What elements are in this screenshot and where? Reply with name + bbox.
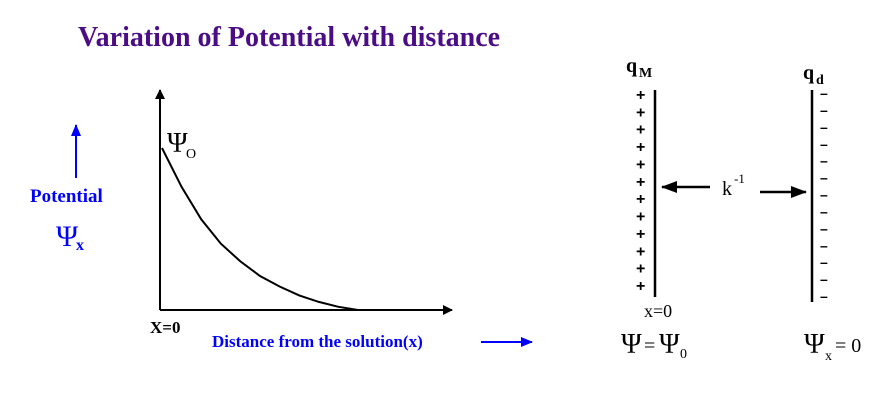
debye-label: k bbox=[722, 178, 732, 200]
plus-sign: + bbox=[636, 104, 645, 121]
diffuse-charge-label: q bbox=[803, 62, 814, 84]
origin-label: X=0 bbox=[150, 318, 180, 337]
potential-psi-symbol: Ψ bbox=[56, 220, 79, 253]
left-eq-subscript: 0 bbox=[680, 347, 687, 362]
plus-sign: + bbox=[636, 139, 645, 156]
minus-sign: – bbox=[820, 136, 828, 152]
plus-sign: + bbox=[636, 209, 645, 226]
left-eq-equals: = bbox=[644, 335, 655, 357]
minus-sign: – bbox=[820, 237, 828, 253]
diffuse-charge-subscript: d bbox=[816, 73, 824, 88]
minus-sign: – bbox=[820, 220, 828, 236]
minus-sign: – bbox=[820, 187, 828, 203]
left-eq-psi: Ψ bbox=[621, 329, 642, 360]
psi-zero-subscript: O bbox=[186, 147, 196, 162]
minus-sign: – bbox=[820, 288, 828, 304]
metal-charge-label: q bbox=[626, 55, 637, 77]
minus-sign: – bbox=[820, 170, 828, 186]
plus-sign: + bbox=[636, 261, 645, 278]
distance-label: Distance from the solution(x) bbox=[212, 332, 423, 351]
plus-sign: + bbox=[636, 122, 645, 139]
plus-sign: + bbox=[636, 156, 645, 173]
diagram-title: Variation of Potential with distance bbox=[78, 22, 500, 53]
minus-sign: – bbox=[820, 102, 828, 118]
potential-decay-curve bbox=[161, 147, 359, 311]
plus-sign: + bbox=[636, 278, 645, 295]
metal-charge-subscript: M bbox=[639, 66, 652, 81]
minus-sign: – bbox=[820, 153, 828, 169]
diffuse-negative-charges: ––––––––––––– bbox=[820, 85, 828, 304]
plus-sign: + bbox=[636, 226, 645, 243]
minus-sign: – bbox=[820, 254, 828, 270]
plus-sign: + bbox=[636, 174, 645, 191]
left-eq-psi-2: Ψ bbox=[659, 329, 680, 360]
plus-sign: + bbox=[636, 191, 645, 208]
plus-sign: + bbox=[636, 87, 645, 104]
potential-label: Potential bbox=[30, 186, 103, 207]
potential-psi-subscript: x bbox=[76, 237, 84, 254]
right-eq-equals-zero: = 0 bbox=[835, 335, 861, 357]
minus-sign: – bbox=[820, 271, 828, 287]
right-eq-subscript: x bbox=[825, 349, 832, 364]
x-zero-label: x=0 bbox=[644, 301, 672, 321]
right-eq-psi: Ψ bbox=[804, 329, 825, 360]
minus-sign: – bbox=[820, 85, 828, 101]
metal-positive-charges: ++++++++++++ bbox=[636, 87, 645, 295]
psi-zero-symbol: Ψ bbox=[167, 128, 188, 159]
debye-superscript: -1 bbox=[734, 171, 745, 186]
plus-sign: + bbox=[636, 243, 645, 260]
minus-sign: – bbox=[820, 119, 828, 135]
minus-sign: – bbox=[820, 203, 828, 219]
